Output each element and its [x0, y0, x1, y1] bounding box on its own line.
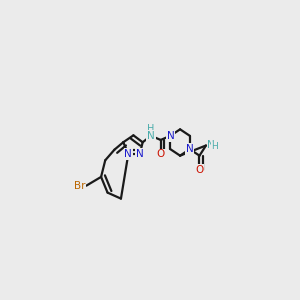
- Text: N: N: [167, 131, 174, 141]
- Text: N: N: [186, 144, 194, 154]
- Text: Br: Br: [74, 181, 85, 191]
- Text: N: N: [147, 131, 155, 141]
- Text: N: N: [124, 149, 132, 159]
- Text: N: N: [136, 149, 144, 159]
- Text: N: N: [207, 140, 215, 151]
- Text: H: H: [147, 124, 155, 134]
- Text: O: O: [195, 164, 204, 175]
- Text: O: O: [157, 149, 165, 159]
- Text: H: H: [211, 142, 218, 151]
